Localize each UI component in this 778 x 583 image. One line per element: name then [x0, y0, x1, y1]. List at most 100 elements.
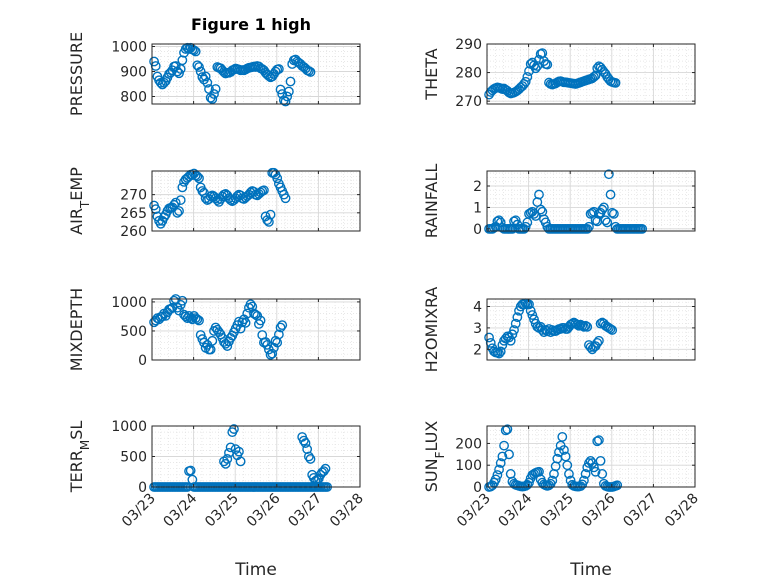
data-point: [492, 470, 503, 480]
data-point: [504, 449, 514, 460]
data-point: [522, 71, 533, 82]
data-point: [547, 475, 558, 486]
data-point: [194, 173, 204, 184]
x-tick-label: 03/26: [579, 490, 619, 530]
data-point: [273, 329, 284, 340]
data-point: [598, 67, 609, 77]
subplot-sun_flux: 0 100 200 SUNFLUX 03/23 03/24 03/25 03/26 03/27 0…: [422, 421, 702, 580]
data-point: [170, 197, 181, 208]
data-point: [192, 314, 203, 325]
x-tick-label: 03/28: [662, 491, 702, 531]
data-point: [235, 456, 246, 467]
data-point: [534, 189, 544, 200]
data-point: [174, 68, 184, 79]
data-point: [559, 445, 569, 455]
data-point: [177, 182, 188, 193]
data-point: [499, 440, 509, 451]
data-point: [603, 169, 614, 180]
data-point: [605, 189, 616, 200]
data-point: [585, 342, 596, 353]
y-tick-label: 0: [473, 480, 482, 496]
x-tick-label: 03/24: [161, 490, 201, 530]
data-point: [303, 451, 314, 462]
data-point: [263, 217, 274, 227]
data-point: [268, 167, 279, 178]
data-point: [592, 436, 603, 447]
y-axis-label-pressure: PRESSURE: [67, 32, 86, 116]
data-point: [594, 435, 604, 446]
data-point: [494, 348, 504, 359]
data-point: [600, 215, 611, 226]
data-point: [262, 215, 273, 225]
y-axis-label-rainfall: RAINFALL: [422, 164, 441, 239]
axes-box: [151, 170, 361, 232]
data-point: [263, 71, 274, 81]
data-point: [202, 77, 213, 88]
data-point: [610, 77, 621, 88]
data-point: [505, 335, 516, 346]
figure-title: Figure 1 high: [191, 15, 311, 34]
y-tick-label: 270: [120, 188, 147, 204]
data-point: [589, 71, 599, 82]
y-axis-label-mixdepth: MIXDEPTH: [67, 288, 86, 371]
x-tick-label: 03/28: [327, 491, 367, 531]
data-point: [579, 475, 589, 486]
y-tick-label: 0: [138, 353, 147, 369]
axes-box: [486, 43, 696, 105]
data-point: [277, 320, 288, 331]
axes-box: [486, 425, 696, 488]
data-point: [554, 447, 564, 458]
data-point: [282, 91, 293, 102]
data-point: [177, 295, 188, 306]
data-point: [302, 444, 313, 455]
data-point: [592, 337, 603, 348]
y-axis-label-theta: THETA: [422, 48, 441, 100]
data-point: [267, 348, 278, 359]
data-point: [207, 335, 218, 346]
data-point: [514, 84, 524, 95]
data-point: [298, 435, 309, 446]
data-point: [637, 223, 648, 234]
data-point: [272, 173, 283, 184]
data-point: [285, 76, 296, 87]
axes-box: [151, 43, 361, 105]
data-point: [509, 325, 519, 335]
data-point: [597, 469, 608, 479]
data-point: [495, 458, 506, 468]
data-point: [300, 438, 311, 448]
data-point: [207, 94, 218, 104]
data-point: [597, 204, 608, 215]
data-point: [268, 342, 279, 353]
subplot-mixdepth: 0 500 1000 MIXDEPTH: [67, 288, 361, 371]
plot-area: [152, 44, 360, 104]
x-tick-label: 03/27: [620, 491, 660, 531]
subplot-theta: 270 280 290 THETA: [422, 37, 696, 110]
y-tick-label: 500: [120, 450, 147, 466]
data-point: [209, 89, 219, 99]
data-point: [200, 71, 211, 82]
data-point: [497, 451, 508, 462]
y-tick-label: 0: [138, 480, 147, 496]
data-point: [320, 463, 331, 474]
y-tick-label: 1000: [111, 295, 147, 311]
data-point: [580, 320, 591, 331]
x-axis-label: Time: [569, 560, 612, 580]
data-point: [535, 204, 546, 215]
y-tick-label: 200: [455, 436, 482, 452]
y-tick-label: 1: [473, 200, 482, 216]
data-point: [240, 192, 251, 203]
data-point: [247, 301, 258, 312]
y-axis-label-h2omixra: H2OMIXRA: [422, 287, 441, 373]
data-point: [283, 86, 294, 97]
data-point: [525, 305, 536, 316]
data-point: [495, 346, 506, 357]
data-point: [520, 481, 531, 491]
data-point: [185, 465, 196, 476]
y-tick-label: 270: [455, 94, 482, 110]
x-tick-label: 03/27: [285, 491, 325, 531]
data-point: [577, 320, 588, 331]
data-point: [510, 215, 521, 226]
data-point: [312, 474, 323, 485]
x-axis-label: Time: [234, 560, 277, 580]
